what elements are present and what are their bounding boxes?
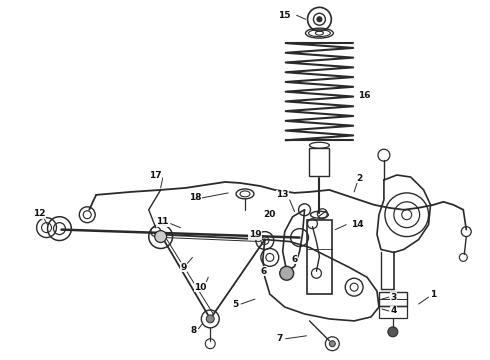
Text: 5: 5 [232, 300, 238, 309]
Text: 20: 20 [264, 210, 276, 219]
Text: 13: 13 [276, 190, 289, 199]
Bar [310, 148, 329, 176]
Text: 8: 8 [190, 326, 196, 335]
Text: 1: 1 [430, 289, 437, 298]
Text: 9: 9 [180, 263, 187, 272]
Circle shape [280, 266, 294, 280]
Text: 3: 3 [391, 293, 397, 302]
Text: 6: 6 [292, 255, 298, 264]
Circle shape [329, 341, 335, 347]
Bar [379, 292, 407, 306]
Text: 17: 17 [149, 171, 162, 180]
Bar [307, 220, 332, 294]
Bar [379, 306, 407, 318]
Circle shape [317, 17, 322, 22]
Text: 11: 11 [156, 217, 169, 226]
Text: 2: 2 [356, 174, 362, 183]
Text: 12: 12 [33, 209, 46, 218]
Circle shape [388, 327, 398, 337]
Text: 15: 15 [278, 11, 291, 20]
Text: 6: 6 [261, 267, 267, 276]
Text: 18: 18 [189, 193, 202, 202]
Text: 19: 19 [248, 230, 261, 239]
Text: 14: 14 [351, 220, 364, 229]
Circle shape [155, 231, 167, 243]
Text: 4: 4 [391, 306, 397, 315]
Text: 10: 10 [194, 283, 206, 292]
Circle shape [206, 315, 214, 323]
Text: 7: 7 [276, 334, 283, 343]
Text: 16: 16 [358, 91, 370, 100]
